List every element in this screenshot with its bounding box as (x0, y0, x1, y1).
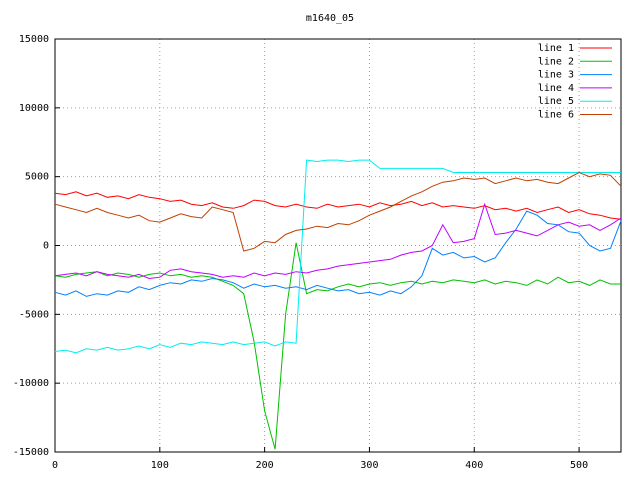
x-tick-label: 200 (256, 460, 274, 471)
data-line (54, 171, 622, 252)
legend-label: line 5 (538, 96, 574, 107)
plot-frame (54, 38, 622, 453)
x-tick-label: 300 (360, 460, 378, 471)
legend-label: line 1 (538, 43, 574, 54)
y-tick-label: -10000 (13, 378, 49, 389)
legend-label: line 4 (538, 83, 574, 94)
legend-label: line 2 (538, 56, 574, 67)
data-line (54, 242, 621, 450)
data-line (54, 159, 621, 354)
legend-label: line 6 (538, 110, 574, 121)
y-tick-label: -5000 (19, 309, 49, 320)
data-line (54, 210, 622, 297)
y-tick-label: 0 (43, 241, 49, 252)
chart-title: m1640_05 (306, 13, 354, 24)
y-tick-label: 10000 (19, 103, 49, 114)
data-line (54, 191, 622, 220)
x-tick-label: 400 (465, 460, 483, 471)
data-line (54, 202, 622, 280)
x-tick-label: 500 (570, 460, 588, 471)
legend-label: line 3 (538, 70, 574, 81)
x-tick-label: 0 (52, 460, 58, 471)
y-tick-label: 5000 (25, 172, 49, 183)
y-tick-label: 15000 (19, 34, 49, 45)
x-tick-label: 100 (151, 460, 169, 471)
y-tick-label: -15000 (13, 447, 49, 458)
